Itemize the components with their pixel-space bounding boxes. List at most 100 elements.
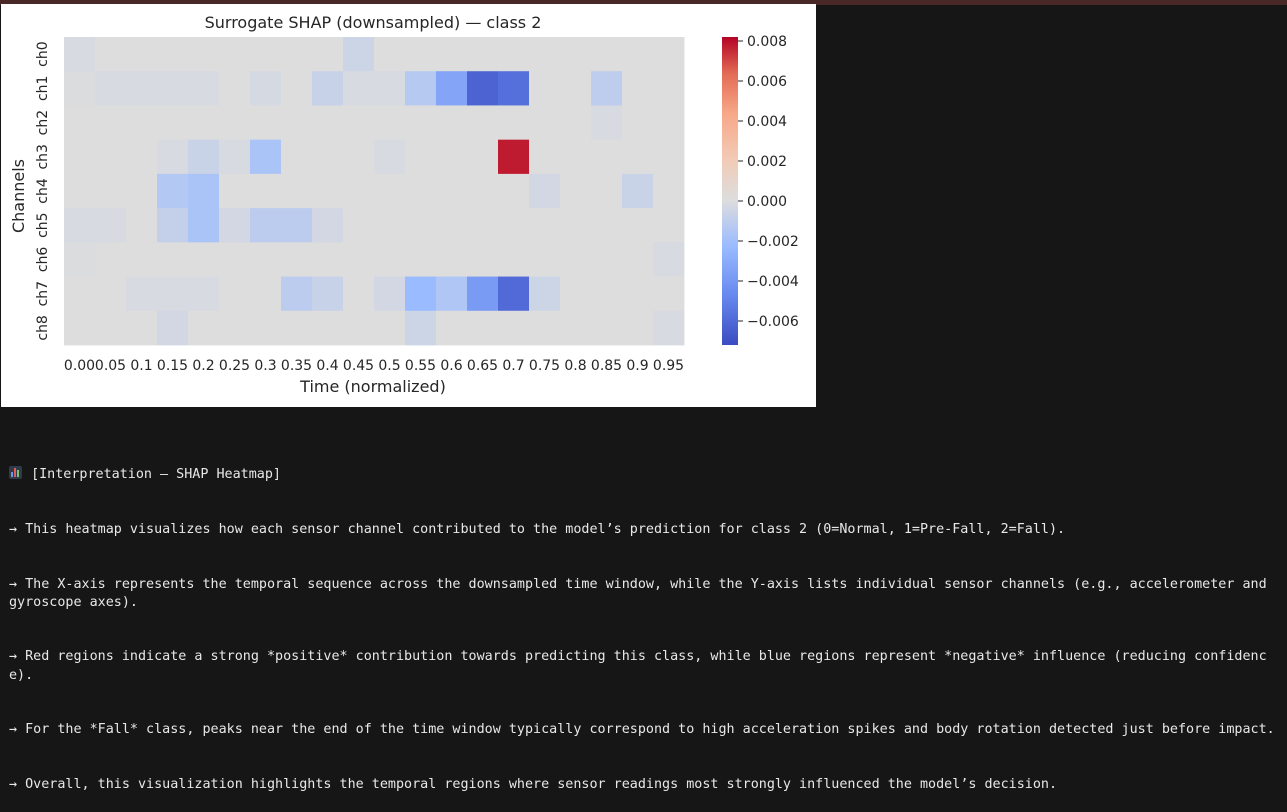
- heatmap-cell: [653, 173, 685, 209]
- heatmap-cell: [405, 242, 437, 277]
- heatmap-cell: [436, 310, 468, 346]
- heatmap-cell: [498, 173, 530, 209]
- heatmap-cell: [250, 276, 282, 312]
- y-tick-labels: ch0 ch1 ch2 ch3 ch4 ch5 ch6 ch7 ch8: [35, 41, 51, 340]
- heatmap-cell: [467, 139, 499, 175]
- heatmap-cell: [467, 105, 499, 141]
- heatmap-cell: [281, 276, 313, 312]
- heatmap-cell: [374, 139, 406, 175]
- x-tick-label: 0.15: [157, 358, 188, 374]
- y-tick-label: ch6: [35, 247, 51, 273]
- y-tick-label: ch0: [35, 41, 51, 66]
- x-tick-label: 0.9: [626, 358, 648, 374]
- heatmap-cell: [312, 310, 344, 346]
- heatmap-cell: [157, 71, 189, 106]
- heatmap-cell: [343, 310, 375, 346]
- heatmap-cell: [405, 173, 437, 209]
- y-tick-label: ch1: [35, 76, 51, 101]
- colorbar-tick-label: −0.004: [747, 274, 799, 290]
- heatmap-cell: [529, 276, 561, 312]
- heatmap-cells: [64, 37, 685, 346]
- output-line: → The X-axis represents the temporal seq…: [9, 576, 1275, 610]
- heatmap-cell: [157, 105, 189, 141]
- heatmap-cell: [126, 37, 158, 72]
- heatmap-cell: [250, 242, 282, 277]
- heatmap-cell: [219, 37, 251, 72]
- heatmap-cell: [560, 242, 592, 277]
- heatmap-cell: [591, 37, 623, 72]
- heatmap-cell: [591, 71, 623, 106]
- x-tick-label: 0.8: [564, 358, 586, 374]
- heatmap-cell: [64, 242, 96, 277]
- heatmap-cell: [622, 173, 654, 209]
- heatmap-cell: [64, 105, 96, 141]
- x-axis-label: Time (normalized): [299, 377, 446, 396]
- heatmap-cell: [653, 310, 685, 346]
- heatmap-cell: [591, 242, 623, 277]
- heatmap-cell: [281, 173, 313, 209]
- heatmap-cell: [281, 105, 313, 141]
- heatmap-cell: [622, 139, 654, 175]
- x-tick-label: 0.25: [219, 358, 250, 374]
- heatmap-cell: [219, 71, 251, 106]
- heatmap-cell: [560, 37, 592, 72]
- heatmap-cell: [467, 71, 499, 106]
- heatmap-cell: [653, 276, 685, 312]
- heatmap-cell: [436, 208, 468, 243]
- heatmap-cell: [219, 139, 251, 175]
- x-tick-label: 0.95: [653, 358, 684, 374]
- heatmap-cell: [591, 208, 623, 243]
- heatmap-cell: [250, 71, 282, 106]
- heatmap-cell: [560, 173, 592, 209]
- heatmap-cell: [188, 139, 220, 175]
- x-tick-label: 0.05: [95, 358, 126, 374]
- heatmap-cell: [64, 71, 96, 106]
- heatmap-cell: [529, 173, 561, 209]
- heatmap-cell: [95, 242, 127, 277]
- heatmap-cell: [560, 310, 592, 346]
- heatmap-cell: [343, 242, 375, 277]
- heatmap-cell: [64, 139, 96, 175]
- heatmap-cell: [64, 37, 96, 72]
- x-tick-label: 0.35: [281, 358, 312, 374]
- heatmap-cell: [188, 105, 220, 141]
- heatmap-cell: [126, 139, 158, 175]
- heatmap-cell: [157, 276, 189, 312]
- heatmap-cell: [436, 139, 468, 175]
- heatmap-cell: [622, 242, 654, 277]
- heatmap-cell: [498, 276, 530, 312]
- heatmap-cell: [281, 37, 313, 72]
- heatmap-cell: [529, 310, 561, 346]
- heatmap-cell: [498, 310, 530, 346]
- heatmap-cell: [374, 173, 406, 209]
- heatmap-cell: [281, 139, 313, 175]
- x-tick-label: 0.75: [529, 358, 560, 374]
- heatmap-chart: Surrogate SHAP (downsampled) — class 2 c…: [9, 13, 799, 396]
- colorbar-tick-label: 0.000: [747, 194, 787, 210]
- heatmap-cell: [529, 37, 561, 72]
- heatmap-cell: [95, 208, 127, 243]
- heatmap-cell: [312, 208, 344, 243]
- heatmap-cell: [95, 105, 127, 141]
- colorbar: [722, 37, 738, 345]
- x-tick-label: 0.85: [591, 358, 622, 374]
- x-tick-label: 0.5: [378, 358, 400, 374]
- heatmap-cell: [498, 37, 530, 72]
- heatmap-cell: [622, 208, 654, 243]
- heatmap-cell: [498, 208, 530, 243]
- heatmap-cell: [436, 242, 468, 277]
- heatmap-cell: [591, 310, 623, 346]
- output-line: → This heatmap visualizes how each senso…: [9, 522, 1066, 538]
- heatmap-cell: [312, 105, 344, 141]
- heatmap-cell: [312, 139, 344, 175]
- heatmap-cell: [64, 276, 96, 312]
- heatmap-cell: [95, 37, 127, 72]
- heatmap-cell: [591, 105, 623, 141]
- heatmap-cell: [374, 276, 406, 312]
- colorbar-tick-label: −0.002: [747, 234, 799, 250]
- top-accent-strip: [0, 0, 1287, 5]
- heatmap-cell: [157, 139, 189, 175]
- colorbar-tick-label: −0.006: [747, 314, 799, 330]
- heatmap-cell: [312, 173, 344, 209]
- heatmap-cell: [653, 37, 685, 72]
